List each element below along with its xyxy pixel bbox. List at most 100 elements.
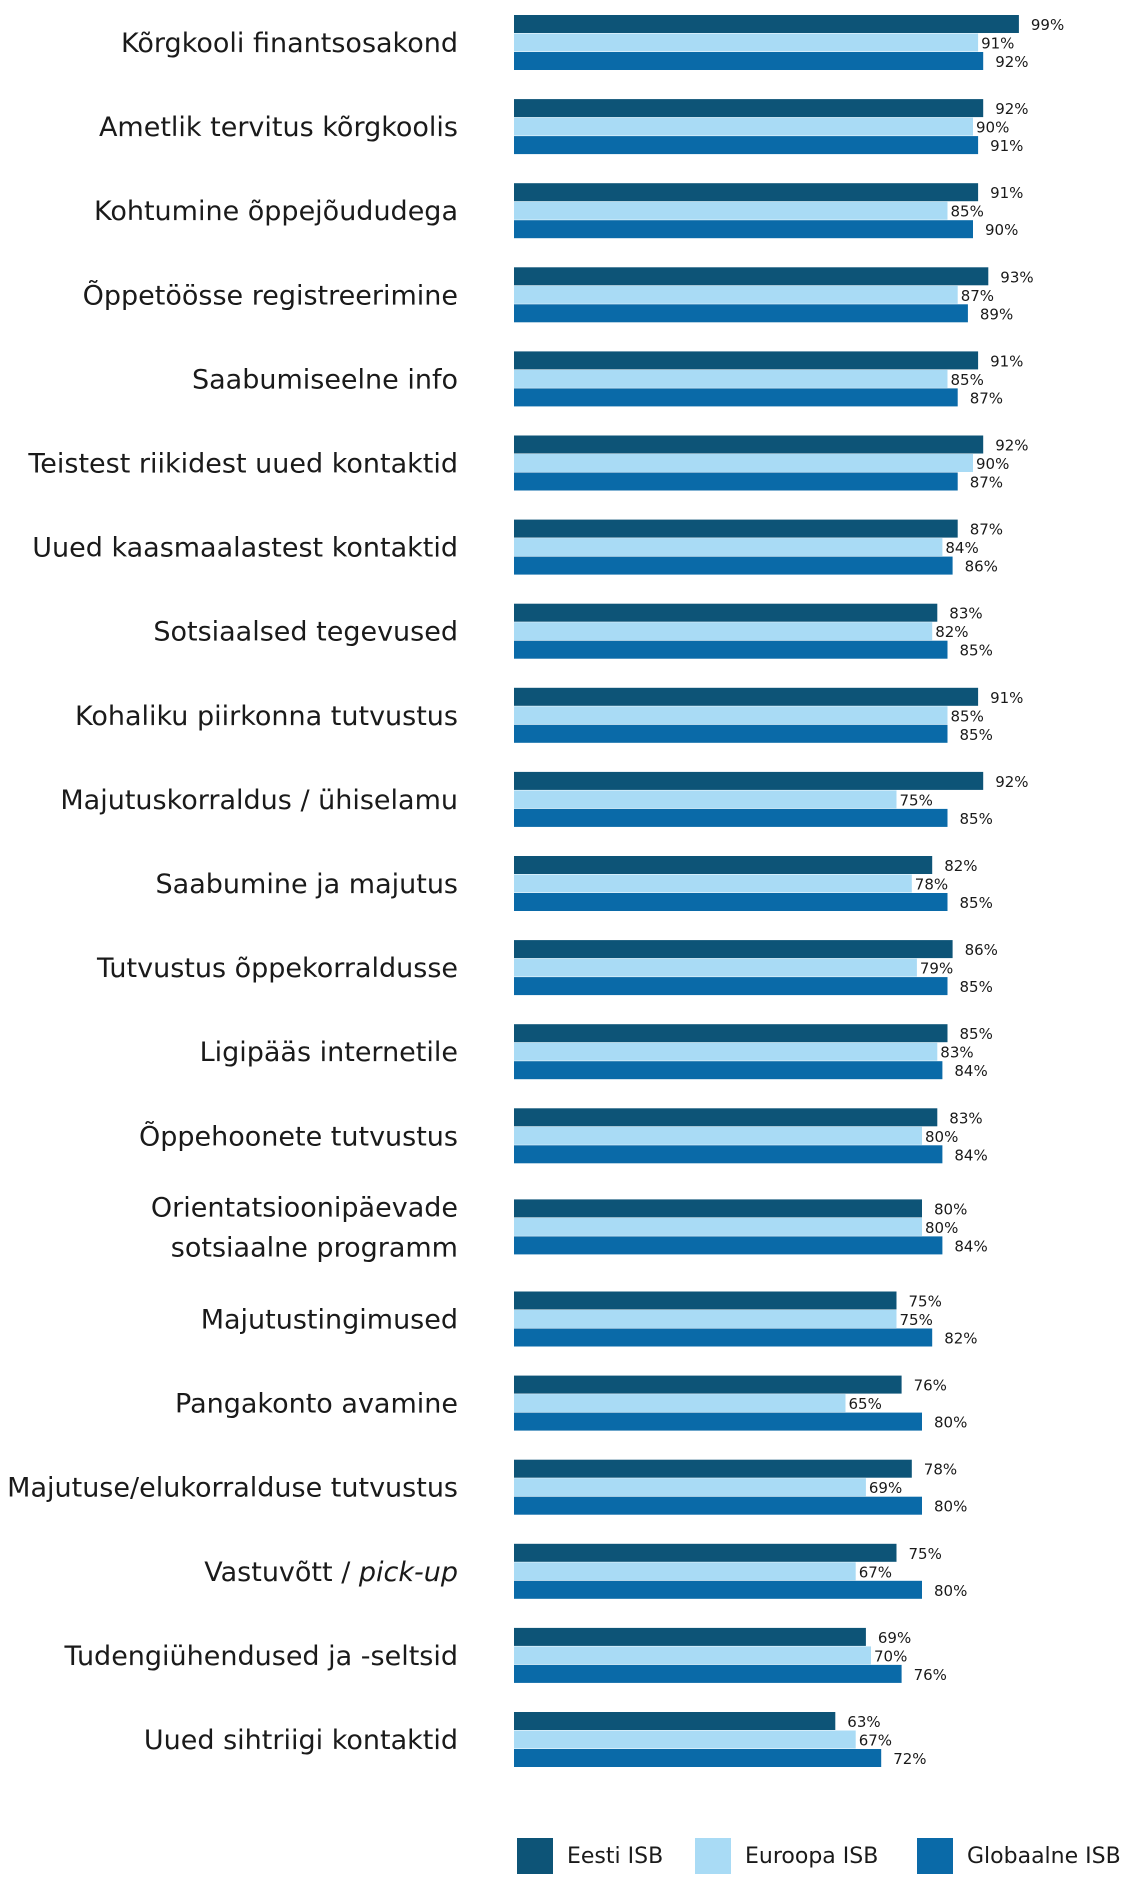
data-label: 90%: [985, 221, 1018, 239]
data-label: 80%: [925, 1219, 958, 1237]
data-label: 87%: [970, 389, 1003, 407]
bar-globaalne-isb: [514, 472, 958, 491]
bar-euroopa-isb: [514, 1394, 846, 1413]
data-label: 85%: [960, 894, 993, 912]
data-label: 63%: [847, 1713, 880, 1731]
data-label: 85%: [960, 810, 993, 828]
bar-eesti-isb: [514, 771, 984, 790]
bar-euroopa-isb: [514, 1042, 938, 1061]
bar-globaalne-isb: [514, 1664, 902, 1683]
bar-globaalne-isb: [514, 893, 948, 911]
data-label: 87%: [970, 474, 1003, 492]
data-label: 83%: [949, 1109, 982, 1127]
bar-euroopa-isb: [514, 285, 958, 304]
bar-globaalne-isb: [514, 1412, 922, 1431]
category-label: sotsiaalne programm: [171, 1232, 458, 1263]
data-label: 85%: [951, 707, 984, 725]
data-label: 65%: [849, 1395, 882, 1413]
bar-eesti-isb: [514, 603, 938, 622]
bar-globaalne-isb: [514, 388, 958, 407]
bar-euroopa-isb: [514, 33, 979, 52]
bar-euroopa-isb: [514, 117, 973, 136]
legend-swatch: [917, 1838, 953, 1874]
data-label: 83%: [949, 605, 982, 623]
bar-eesti-isb: [514, 1199, 922, 1218]
data-label: 87%: [970, 521, 1003, 539]
bar-euroopa-isb: [514, 790, 897, 809]
data-label: 84%: [945, 539, 978, 557]
chart-legend: Eesti ISB Euroopa ISB Globaalne ISB: [517, 1838, 1121, 1874]
bar-globaalne-isb: [514, 1236, 943, 1255]
data-label: 76%: [914, 1377, 947, 1395]
category-label: Uued sihtriigi kontaktid: [144, 1725, 458, 1756]
data-label: 85%: [960, 642, 993, 660]
bar-eesti-isb: [514, 15, 1019, 33]
data-label: 83%: [940, 1044, 973, 1062]
data-label: 84%: [954, 1146, 987, 1164]
data-label: 85%: [960, 1025, 993, 1043]
category-label: Vastuvõtt / pick-up: [204, 1557, 458, 1588]
data-label: 82%: [944, 857, 977, 875]
data-label: 78%: [924, 1461, 957, 1479]
bar-eesti-isb: [514, 1291, 897, 1310]
bar-globaalne-isb: [514, 304, 968, 323]
bar-euroopa-isb: [514, 1478, 866, 1497]
bar-euroopa-isb: [514, 622, 933, 641]
bar-euroopa-isb: [514, 958, 917, 977]
bar-globaalne-isb: [514, 556, 953, 575]
data-label: 93%: [1000, 268, 1033, 286]
data-label: 86%: [965, 941, 998, 959]
category-label: Sotsiaalsed tegevused: [153, 617, 458, 648]
data-label: 69%: [878, 1629, 911, 1647]
bar-globaalne-isb: [514, 724, 948, 743]
data-label: 72%: [893, 1750, 926, 1768]
category-label: Tudengiühendused ja -seltsid: [64, 1641, 458, 1672]
bar-euroopa-isb: [514, 1310, 897, 1328]
data-label: 75%: [909, 1293, 942, 1311]
bar-eesti-isb: [514, 1459, 912, 1478]
data-label: 91%: [990, 352, 1023, 370]
legend-label: Euroopa ISB: [745, 1843, 879, 1869]
data-label: 75%: [900, 791, 933, 809]
bar-euroopa-isb: [514, 454, 973, 472]
legend-item: Eesti ISB: [517, 1838, 663, 1874]
data-label: 84%: [954, 1062, 987, 1080]
data-label: 90%: [976, 119, 1009, 137]
data-label: 92%: [995, 773, 1028, 791]
category-label: Kohtumine õppejõududega: [94, 196, 458, 227]
data-label: 91%: [990, 184, 1023, 202]
data-label: 87%: [961, 287, 994, 305]
category-label: Kohaliku piirkonna tutvustus: [75, 701, 458, 732]
bar-euroopa-isb: [514, 874, 912, 893]
data-label: 82%: [944, 1330, 977, 1348]
bar-eesti-isb: [514, 1543, 897, 1562]
category-label: Orientatsioonipäevade: [151, 1192, 458, 1223]
bar-globaalne-isb: [514, 1749, 882, 1767]
bar-eesti-isb: [514, 351, 979, 370]
bar-eesti-isb: [514, 519, 958, 538]
legend-label: Globaalne ISB: [967, 1843, 1121, 1869]
data-label: 80%: [925, 1128, 958, 1146]
bar-globaalne-isb: [514, 52, 984, 70]
bar-globaalne-isb: [514, 808, 948, 827]
bar-eesti-isb: [514, 1108, 938, 1127]
legend-label: Eesti ISB: [567, 1843, 664, 1869]
bar-eesti-isb: [514, 856, 933, 874]
bar-globaalne-isb: [514, 136, 979, 155]
data-label: 79%: [920, 960, 953, 978]
legend-item: Euroopa ISB: [695, 1838, 878, 1874]
bar-globaalne-isb: [514, 220, 973, 239]
data-label: 80%: [934, 1414, 967, 1432]
bar-euroopa-isb: [514, 1562, 856, 1581]
category-label: Kõrgkooli finantsosakond: [121, 28, 458, 59]
bar-euroopa-isb: [514, 538, 943, 557]
horizontal-bar-chart: Kõrgkooli finantsosakond99%91%92%Ametlik…: [7, 15, 1064, 1768]
data-label: 91%: [981, 35, 1014, 53]
data-label: 80%: [934, 1498, 967, 1516]
category-label: Teistest riikidest uued kontaktid: [27, 449, 458, 480]
legend-item: Globaalne ISB: [917, 1838, 1121, 1874]
bar-globaalne-isb: [514, 640, 948, 659]
bar-eesti-isb: [514, 267, 989, 286]
bar-euroopa-isb: [514, 1126, 922, 1145]
data-label: 75%: [900, 1311, 933, 1329]
